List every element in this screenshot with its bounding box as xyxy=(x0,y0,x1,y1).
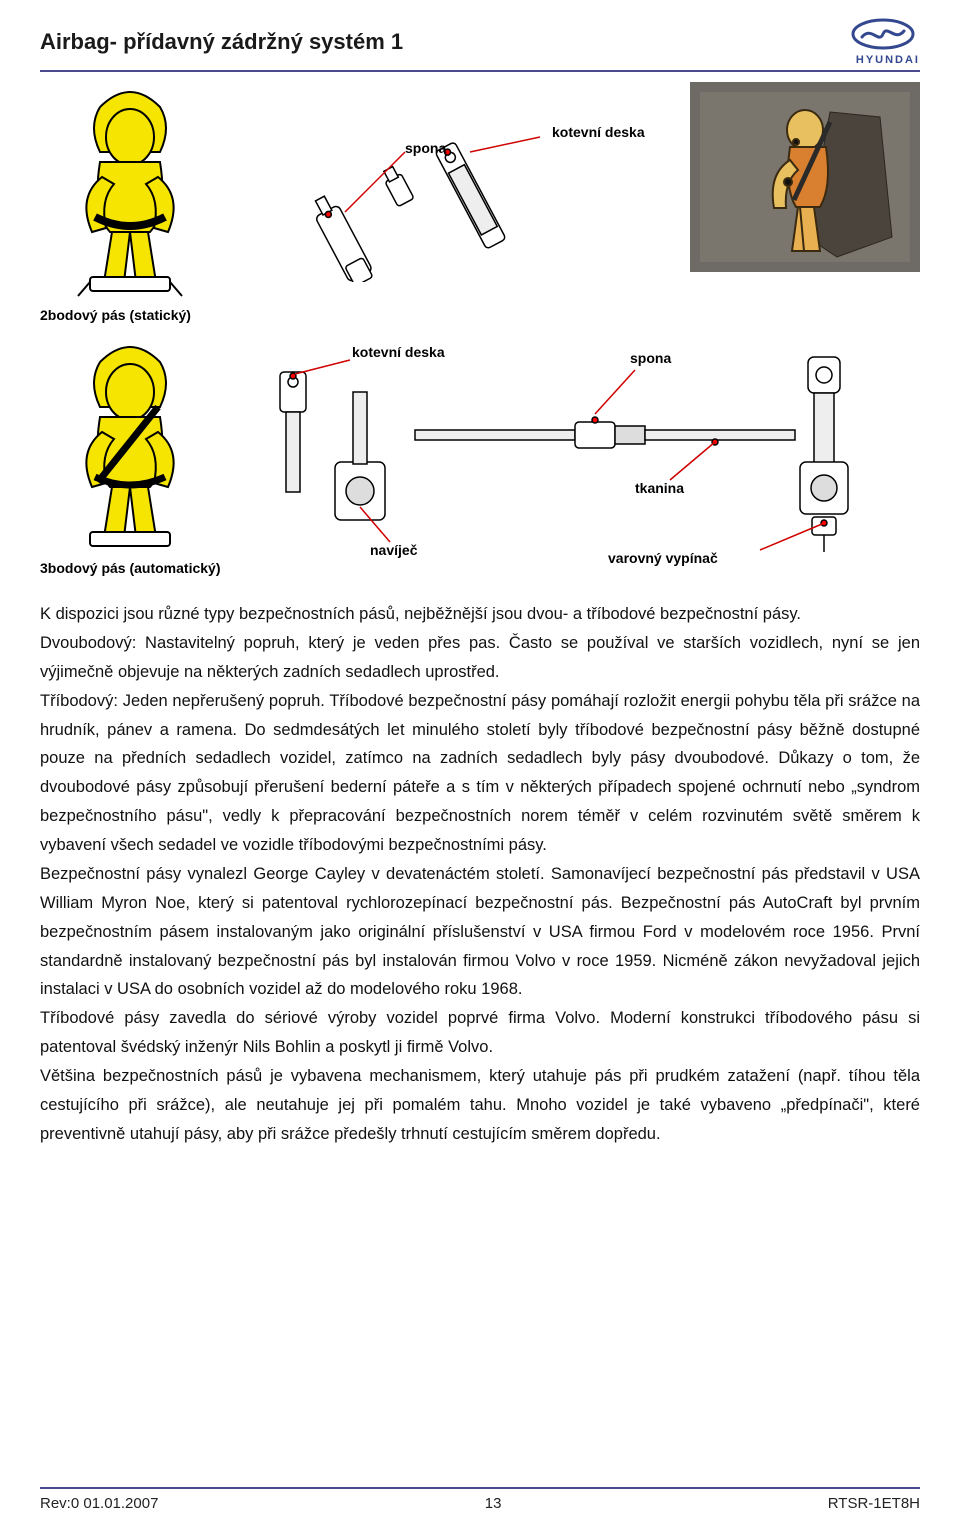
label-kotevni-top: kotevní deska xyxy=(552,124,645,140)
paragraph-3: Tříbodový: Jeden nepřerušený popruh. Tří… xyxy=(40,687,920,860)
paragraph-1: K dispozici jsou různé typy bezpečnostní… xyxy=(40,600,920,629)
body-text: K dispozici jsou různé typy bezpečnostní… xyxy=(40,600,920,1149)
label-varovny: varovný vypínač xyxy=(608,550,718,566)
label-3point: 3bodový pás (automatický) xyxy=(40,560,221,576)
brand-name: HYUNDAI xyxy=(846,54,920,66)
label-2point: 2bodový pás (statický) xyxy=(40,307,191,323)
footer-right: RTSR-1ET8H xyxy=(828,1495,920,1512)
page-header: Airbag- přídavný zádržný systém 1 HYUNDA… xyxy=(40,18,920,72)
paragraph-2: Dvoubodový: Nastavitelný popruh, který j… xyxy=(40,629,920,687)
label-spona-top: spona xyxy=(405,140,446,156)
label-spona-mid: spona xyxy=(630,350,671,366)
seatbelt-diagram: spona kotevní deska 2bodový pás (statick… xyxy=(40,82,920,582)
label-kotevni-mid: kotevní deska xyxy=(352,344,445,360)
paragraph-5: Tříbodové pásy zavedla do sériové výroby… xyxy=(40,1004,920,1062)
footer-left: Rev:0 01.01.2007 xyxy=(40,1495,158,1512)
crash-dummy-photo-icon xyxy=(690,82,920,272)
label-navijec: navíječ xyxy=(370,542,417,558)
label-tkanina: tkanina xyxy=(635,480,684,496)
paragraph-4: Bezpečnostní pásy vynalezl George Cayley… xyxy=(40,860,920,1004)
brand-logo: HYUNDAI xyxy=(846,18,920,66)
figure-2point-icon xyxy=(40,82,220,302)
retractor-hardware-icon xyxy=(240,352,880,562)
paragraph-6: Většina bezpečnostních pásů je vybavena … xyxy=(40,1062,920,1149)
footer-page-number: 13 xyxy=(485,1495,502,1512)
page-title: Airbag- přídavný zádržný systém 1 xyxy=(40,29,403,55)
figure-3point-icon xyxy=(40,337,220,557)
page-footer: Rev:0 01.01.2007 13 RTSR-1ET8H xyxy=(40,1487,920,1512)
